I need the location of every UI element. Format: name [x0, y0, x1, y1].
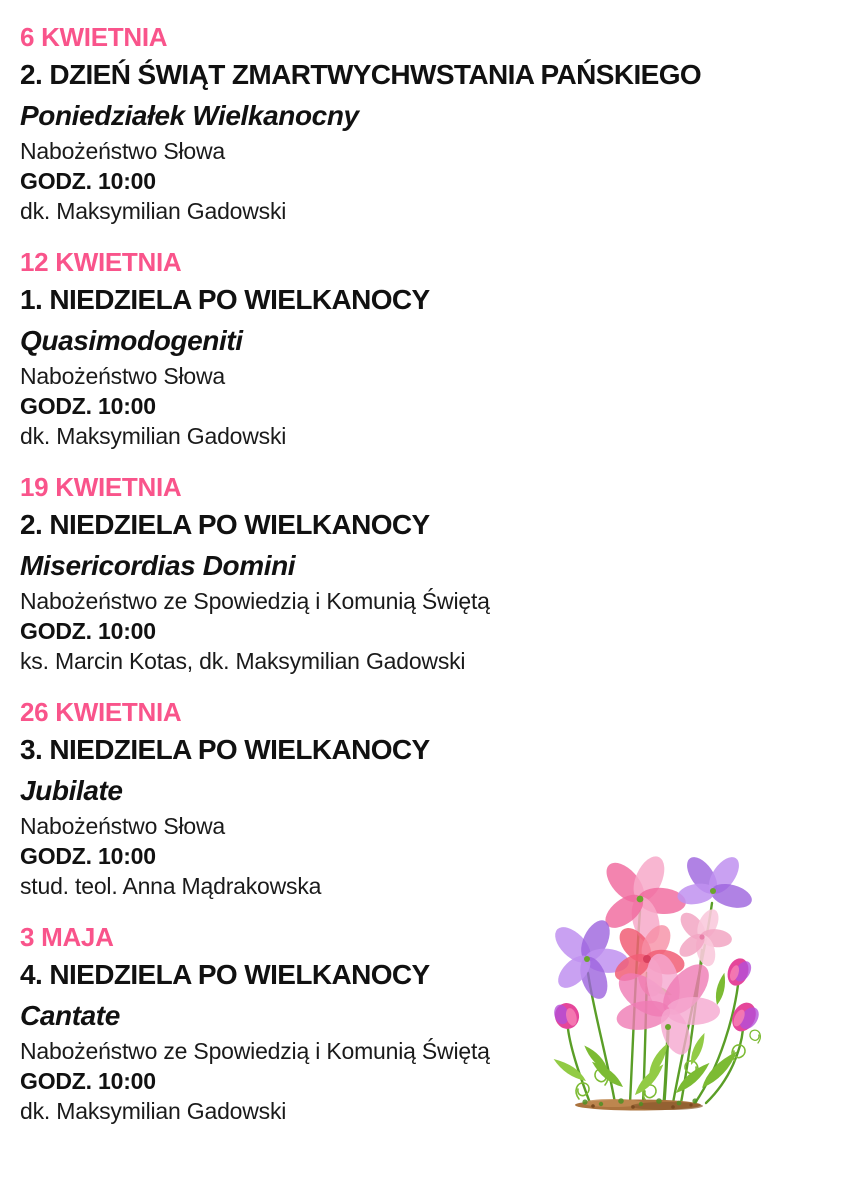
flower-purple-left [555, 920, 629, 999]
event-clergy: dk. Maksymilian Gadowski [20, 1098, 287, 1124]
event-block-3: 19 KWIETNIA 2. NIEDZIELA PO WIELKANOCY M… [20, 470, 800, 695]
event-date: 3 MAJA [20, 922, 114, 952]
event-title: 3. NIEDZIELA PO WIELKANOCY [20, 734, 430, 765]
event-block-1: 6 KWIETNIA 2. DZIEŃ ŚWIĄT ZMARTWYCHWSTAN… [20, 20, 800, 245]
flower-illustration [545, 853, 775, 1119]
flower-lightpink-right [679, 909, 732, 967]
event-latin-name: Jubilate [20, 775, 123, 806]
event-clergy: stud. teol. Anna Mądrakowska [20, 873, 322, 899]
event-date: 26 KWIETNIA [20, 697, 182, 727]
event-service-type: Nabożeństwo Słowa [20, 813, 225, 839]
event-block-4: 26 KWIETNIA 3. NIEDZIELA PO WIELKANOCY J… [20, 695, 800, 920]
event-date: 6 KWIETNIA [20, 22, 168, 52]
event-service-type: Nabożeństwo ze Spowiedzią i Komunią Świę… [20, 588, 490, 614]
event-block-5: 3 MAJA 4. NIEDZIELA PO WIELKANOCY Cantat… [20, 920, 800, 1145]
event-block-2: 12 KWIETNIA 1. NIEDZIELA PO WIELKANOCY Q… [20, 245, 800, 470]
event-clergy: dk. Maksymilian Gadowski [20, 198, 287, 224]
event-time: GODZ. 10:00 [20, 1068, 156, 1094]
flower-pink-big [616, 953, 720, 1055]
event-title: 4. NIEDZIELA PO WIELKANOCY [20, 959, 430, 990]
event-service-type: Nabożeństwo ze Spowiedzią i Komunią Świę… [20, 1038, 490, 1064]
schedule-list: 6 KWIETNIA 2. DZIEŃ ŚWIĄT ZMARTWYCHWSTAN… [20, 20, 800, 1145]
flower-pink-top [605, 856, 686, 944]
event-clergy: dk. Maksymilian Gadowski [20, 423, 287, 449]
event-clergy: ks. Marcin Kotas, dk. Maksymilian Gadows… [20, 648, 466, 674]
watercolor-flowers-icon [553, 856, 761, 1111]
event-title: 1. NIEDZIELA PO WIELKANOCY [20, 284, 430, 315]
event-time: GODZ. 10:00 [20, 618, 156, 644]
event-latin-name: Quasimodogeniti [20, 325, 243, 356]
event-service-type: Nabożeństwo Słowa [20, 138, 225, 164]
bud-right-lower [732, 1002, 759, 1032]
event-latin-name: Poniedziałek Wielkanocny [20, 100, 359, 131]
event-time: GODZ. 10:00 [20, 393, 156, 419]
event-date: 19 KWIETNIA [20, 472, 182, 502]
bud-left [554, 1003, 580, 1029]
flower-purple-top [677, 857, 752, 908]
event-date: 12 KWIETNIA [20, 247, 182, 277]
event-latin-name: Cantate [20, 1000, 120, 1031]
bud-right-upper [727, 958, 752, 986]
event-time: GODZ. 10:00 [20, 843, 156, 869]
soil [575, 1098, 703, 1111]
event-title: 2. DZIEŃ ŚWIĄT ZMARTWYCHWSTANIA PAŃSKIEG… [20, 59, 702, 90]
event-latin-name: Misericordias Domini [20, 550, 296, 581]
event-service-type: Nabożeństwo Słowa [20, 363, 225, 389]
event-title: 2. NIEDZIELA PO WIELKANOCY [20, 509, 430, 540]
event-time: GODZ. 10:00 [20, 168, 156, 194]
